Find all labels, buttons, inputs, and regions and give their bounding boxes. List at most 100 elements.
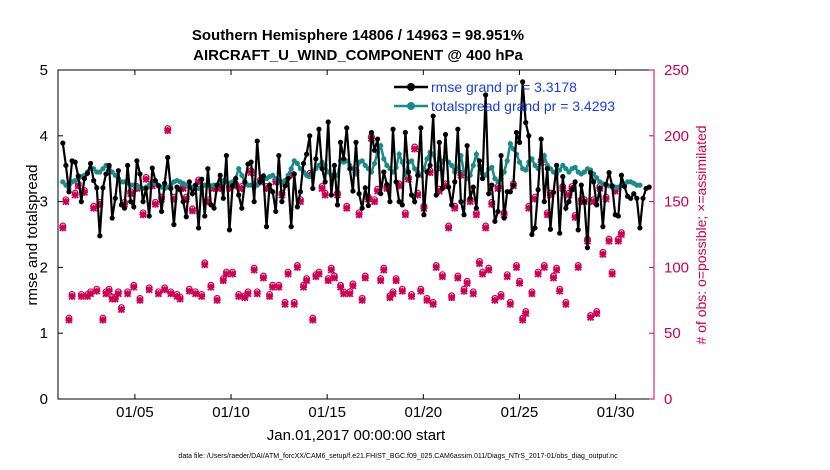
rmse-point [498,152,504,159]
obs-assimilated-marker [114,290,122,298]
obs-count-marker [586,312,595,322]
obs-count-marker [151,198,160,208]
obs-count-marker [139,209,147,219]
obs-assimilated-marker [340,290,348,298]
obs-assimilated-marker [485,266,493,274]
totalspread-point [359,158,365,164]
obs-count-marker [605,235,613,245]
obs-assimilated-marker [59,224,67,232]
rmse-point [387,199,393,205]
right-tick-label: 200 [664,128,689,145]
obs-count-marker [411,143,419,153]
obs-count-marker [198,290,206,300]
obs-assimilated-marker [185,287,193,295]
rmse-point [214,182,220,188]
rmse-point [628,195,634,201]
obs-assimilated-marker [574,263,582,272]
rmse-point [405,169,412,175]
obs-assimilated-marker [448,294,456,302]
rmse-point [399,202,405,208]
rmse-point [520,79,526,85]
rmse-point [458,199,464,205]
totalspread-point [470,162,476,169]
rmse-point [603,181,609,188]
rmse-point [594,202,600,208]
rmse-point [87,160,94,167]
obs-assimilated-marker [284,270,292,278]
totalspread-point [572,164,578,170]
obs-assimilated-marker [142,175,150,183]
obs-assimilated-marker [145,286,153,294]
totalspread-point [516,159,523,165]
obs-count-marker [250,264,258,274]
totalspread-point [236,166,242,172]
obs-count-marker [485,264,493,274]
rmse-point [134,158,140,164]
obs-assimilated-marker [179,184,187,193]
obs-assimilated-marker [466,197,474,206]
rmse-point [510,182,516,188]
rmse-point [248,159,254,165]
obs-count-marker [164,125,172,135]
obs-assimilated-marker [71,191,79,199]
plot-area [57,69,655,400]
rmse-point [544,166,550,172]
obs-count-marker [361,272,369,282]
obs-count-marker [299,281,308,291]
obs-count-marker [309,314,317,324]
obs-assimilated-marker [262,184,271,193]
obs-assimilated-marker [293,263,301,272]
obs-assimilated-marker [170,195,178,203]
rmse-point [171,222,177,228]
obs-count-marker [392,275,400,285]
obs-assimilated-marker [608,270,616,278]
rmse-point [137,171,143,177]
rmse-point [285,175,291,182]
rmse-point [266,182,273,188]
obs-count-marker [259,272,268,282]
obs-count-marker [608,268,616,278]
obs-assimilated-marker [207,283,215,291]
rmse-point [408,192,415,198]
obs-assimilated-marker [80,188,89,197]
rmse-point [125,162,131,169]
totalspread-point [97,169,103,175]
obs-assimilated-marker [275,283,283,291]
totalspread-point [381,156,387,162]
obs-assimilated-marker [96,200,104,208]
rmse-point [128,199,134,205]
rmse-point [152,177,158,184]
obs-assimilated-marker [194,178,203,186]
totalspread-point [239,172,245,178]
right-tick-label: 250 [664,62,689,79]
obs-assimilated-marker [429,300,437,308]
obs-count-marker [293,262,301,272]
obs-count-marker [188,205,197,215]
obs-assimilated-marker [534,270,542,278]
obs-assimilated-marker [123,290,132,298]
rmse-point [646,184,652,190]
rmse-point [310,185,316,192]
rmse-point [368,129,375,136]
obs-count-marker [167,288,175,298]
obs-count-marker [290,298,298,308]
obs-assimilated-marker [358,296,366,304]
obs-assimilated-marker [531,195,539,203]
rmse-point [158,208,165,215]
rmse-point [341,156,347,162]
obs-assimilated-marker [290,300,298,308]
rmse-point [112,195,118,201]
rmse-point [233,175,239,182]
rmse-point [109,215,115,221]
totalspread-point [581,169,587,175]
obs-count-marker [463,277,471,287]
obs-count-marker [343,202,351,212]
obs-assimilated-marker [519,316,527,324]
obs-count-marker [519,314,527,324]
obs-assimilated-marker [472,211,481,219]
rmse-point [631,191,637,197]
rmse-point [581,199,587,205]
rmse-point [476,158,483,164]
obs-assimilated-marker [111,295,119,303]
totalspread-point [384,162,390,169]
